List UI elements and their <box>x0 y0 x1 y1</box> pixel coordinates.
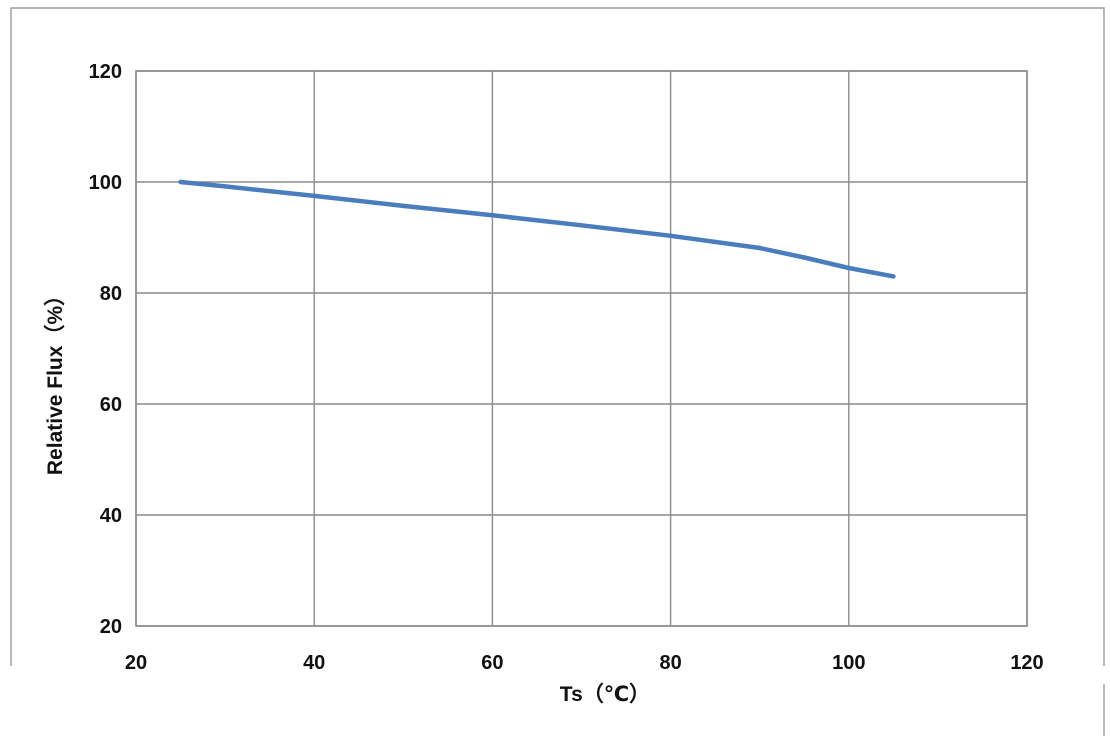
data-point <box>757 245 762 251</box>
y-tick-label: 20 <box>100 616 122 638</box>
y-tick-label: 100 <box>89 172 122 194</box>
x-tick-label: 40 <box>303 652 325 674</box>
y-tick-label: 80 <box>100 283 122 305</box>
data-point <box>891 274 896 279</box>
x-axis-title: Ts（℃） <box>560 682 650 706</box>
data-point <box>222 184 228 189</box>
series-group <box>178 179 896 279</box>
data-point <box>178 179 183 185</box>
figure-border <box>10 7 1105 666</box>
x-tick-label: 80 <box>659 652 681 674</box>
plot-area-border <box>135 70 1028 627</box>
x-tick-labels: 20 40 60 80 100 120 <box>125 652 1044 674</box>
y-axis-title: Relative Flux（%） <box>43 285 67 475</box>
data-point <box>668 233 673 238</box>
y-tick-label: 120 <box>89 61 122 83</box>
data-point <box>312 193 317 199</box>
data-point <box>490 213 495 218</box>
y-tick-label: 40 <box>100 505 122 527</box>
data-point <box>401 203 406 209</box>
y-tick-labels: 20 40 60 80 100 120 <box>89 61 122 638</box>
x-tick-label: 60 <box>481 652 503 674</box>
y-tick-label: 60 <box>100 394 122 416</box>
data-point <box>802 255 807 260</box>
x-tick-label: 20 <box>125 652 147 674</box>
x-tick-label: 100 <box>832 652 865 674</box>
x-tick-label: 120 <box>1010 652 1043 674</box>
data-point <box>579 223 584 228</box>
data-point <box>846 265 851 271</box>
